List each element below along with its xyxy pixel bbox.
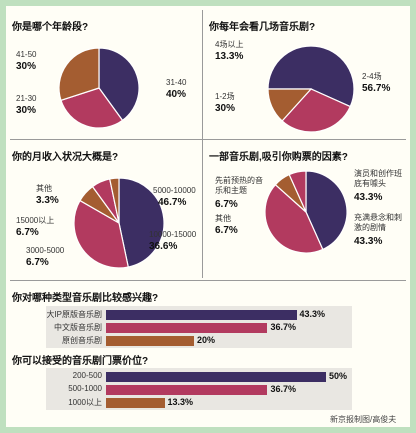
- pie-slice-3-3: [288, 170, 307, 213]
- label-2-4: 2-4场: [362, 72, 382, 81]
- bar-fill: [106, 398, 165, 408]
- label-income-other: 其他: [36, 184, 52, 193]
- label-factors-other: 其他: [215, 214, 231, 223]
- bar-category-label: 大IP原版音乐剧: [46, 310, 102, 319]
- chart-title-income: 你的月收入状况大概是?: [12, 152, 119, 163]
- pie-slice-1-0: [267, 45, 355, 108]
- value-21-30: 30%: [16, 105, 37, 116]
- value-2-4: 56.7%: [362, 83, 391, 94]
- value-factors-other: 6.7%: [215, 225, 238, 236]
- pie-slice-1-2: [267, 88, 313, 122]
- pie-slice-3-1: [264, 183, 324, 254]
- label-3000-5000: 3000-5000: [26, 246, 65, 255]
- value-cast-crew: 43.3%: [354, 192, 383, 203]
- chart-title-shows: 你每年会看几场音乐剧?: [209, 22, 316, 33]
- pie-slice-2-0: [118, 177, 165, 268]
- pie-slice-0-2: [58, 47, 100, 102]
- divider-vertical: [202, 10, 203, 278]
- label-41-50: 41-50: [16, 50, 37, 59]
- divider-row-1: [10, 139, 406, 140]
- infographic-frame: 你是哪个年龄段? 41-50 30% 21-30 30% 31-40 40% 你…: [6, 6, 410, 427]
- value-plot: 43.3%: [354, 236, 383, 247]
- pie-shows: [267, 45, 355, 133]
- label-music-theme: 先前预热的音乐和主题: [215, 176, 263, 195]
- value-10000-15000: 36.6%: [149, 241, 178, 252]
- divider-row-2: [10, 280, 406, 281]
- bar-fill: [106, 323, 268, 333]
- credit-line: 新京报制图/高俊夫: [330, 415, 397, 424]
- bar-fill: [106, 385, 268, 395]
- chart-title-factors: 一部音乐剧,吸引你购票的因素?: [209, 152, 348, 163]
- label-plot: 充满悬念和刺激的剧情: [354, 213, 402, 232]
- bar-value-label: 36.7%: [270, 322, 296, 332]
- label-10000-15000: 10000-15000: [149, 230, 197, 239]
- chart-title-age: 你是哪个年龄段?: [12, 22, 89, 33]
- pie-age: [58, 47, 140, 129]
- pie-income: [73, 177, 165, 269]
- label-5000-10000: 5000-10000: [153, 186, 196, 195]
- pie-slice-0-1: [60, 87, 124, 129]
- pie-slice-2-4: [109, 177, 120, 224]
- bar-category-label: 1000以上: [68, 398, 102, 407]
- value-1-2: 30%: [215, 103, 236, 114]
- label-cast-crew: 演员和创作班底有噱头: [354, 169, 402, 188]
- chart-title-price: 你可以接受的音乐剧门票价位?: [12, 356, 149, 367]
- bar-fill: [106, 336, 194, 346]
- bar-fill: [106, 310, 297, 320]
- pie-slice-2-1: [73, 199, 129, 269]
- value-5000-10000: 46.7%: [158, 197, 187, 208]
- label-15000-plus: 15000以上: [16, 216, 55, 225]
- value-3000-5000: 6.7%: [26, 257, 49, 268]
- label-21-30: 21-30: [16, 94, 37, 103]
- bar-fill: [106, 372, 326, 382]
- bar-category-label: 原创音乐剧: [62, 336, 102, 345]
- bar-value-label: 13.3%: [167, 397, 194, 407]
- bar-value-label: 50%: [329, 371, 348, 381]
- value-music-theme: 6.7%: [215, 199, 238, 210]
- label-1-2: 1-2场: [215, 92, 235, 101]
- value-income-other: 3.3%: [36, 195, 59, 206]
- bar-value-label: 43.3%: [299, 309, 326, 319]
- value-4-plus: 13.3%: [215, 51, 244, 62]
- pie-slice-3-0: [305, 170, 348, 251]
- bar-value-label: 36.7%: [270, 384, 296, 394]
- bar-category-label: 中文版音乐剧: [54, 323, 102, 332]
- label-4-plus: 4场以上: [215, 40, 244, 49]
- label-31-40: 31-40: [166, 78, 187, 87]
- value-41-50: 30%: [16, 61, 37, 72]
- value-15000-plus: 6.7%: [16, 227, 39, 238]
- chart-title-genre: 你对哪种类型音乐剧比较感兴趣?: [12, 293, 159, 304]
- bar-value-label: 20%: [197, 335, 216, 345]
- pie-factors: [264, 170, 348, 254]
- bar-category-label: 500-1000: [68, 384, 102, 393]
- pie-slice-1-1: [281, 88, 352, 133]
- pie-slice-0-0: [98, 47, 140, 122]
- bar-category-label: 200-500: [72, 371, 102, 380]
- value-31-40: 40%: [166, 89, 187, 100]
